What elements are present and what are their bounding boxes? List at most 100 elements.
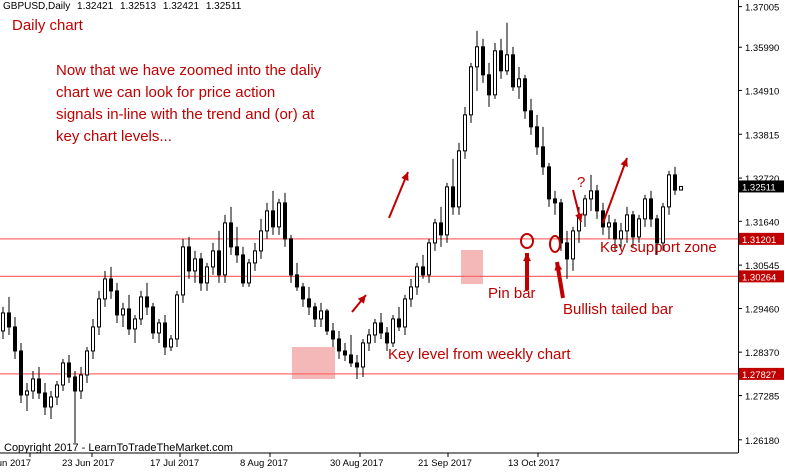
candle-body-bear — [163, 322, 167, 348]
candle-body-bear — [565, 242, 569, 260]
x-tick-label: 13 Oct 2017 — [508, 458, 560, 469]
candle-body-bear — [553, 198, 557, 204]
candle-body-bear — [673, 174, 677, 191]
candle-body-bear — [217, 250, 221, 276]
y-tick-label: 1.31640 — [745, 217, 779, 228]
highlight-box-pinbar — [461, 250, 483, 284]
candle-body-bear — [631, 214, 635, 238]
bullish-bar-arrow-head — [554, 262, 563, 271]
candle-body-bull — [61, 362, 65, 386]
candle-body-bull — [139, 296, 143, 320]
candle-body-bear — [613, 222, 617, 240]
y-tick-label: 1.32720 — [745, 174, 779, 185]
x-tick-label: 23 Jun 2017 — [62, 458, 114, 469]
candle-body-bear — [649, 198, 653, 220]
candle-body-bull — [475, 46, 479, 68]
candle-body-bear — [451, 186, 455, 208]
x-tick-label: 8 Aug 2017 — [240, 458, 288, 469]
x-tick-label: 21 Sep 2017 — [418, 458, 472, 469]
candle-body-bear — [397, 318, 401, 328]
candle-body-bull — [409, 286, 413, 300]
candle-body-bull — [637, 218, 641, 238]
down-arrow-head — [575, 213, 583, 222]
candle-body-bull — [79, 374, 83, 392]
candle-body-bull — [277, 202, 281, 228]
candle-body-bear — [355, 362, 359, 368]
candle-body-bear — [349, 354, 353, 364]
candle-body-bear — [439, 222, 443, 236]
x-tick-label: 30 Aug 2017 — [330, 458, 383, 469]
candle-body-bull — [97, 298, 101, 328]
candle-body-bear — [145, 296, 149, 308]
candle-body-bull — [607, 222, 611, 228]
candle-body-bull — [211, 250, 215, 268]
candle-body-bear — [271, 210, 275, 228]
y-tick-label: 1.29460 — [745, 305, 779, 316]
level-price-tag — [739, 270, 784, 283]
candle-body-bear — [43, 392, 47, 408]
candle-body-bull — [85, 350, 89, 376]
candle-body-bear — [535, 126, 539, 148]
annotation-weekly-level: Key level from weekly chart — [388, 346, 571, 363]
ohlc-close: 1.32511 — [205, 1, 242, 12]
candle-body-bear — [421, 266, 425, 276]
candle-body-bull — [1, 312, 5, 332]
candle-body-bull — [469, 66, 473, 116]
y-tick-label: 1.37005 — [745, 3, 779, 14]
candle-body-bull — [643, 198, 647, 220]
trend-arrow-2-head — [401, 172, 409, 181]
candle-body-bull — [193, 258, 197, 272]
candle-body-bull — [367, 334, 371, 344]
y-tick-label: 1.35990 — [745, 43, 779, 54]
x-tick-label: Jun 2017 — [0, 458, 31, 469]
annotation-question-mark: ? — [577, 174, 586, 191]
candle-body-bear — [19, 350, 23, 396]
candle-body-bull — [157, 322, 161, 334]
candle-body-bull — [427, 242, 431, 276]
candle-body-bear — [313, 306, 317, 320]
candle-body-bull — [49, 396, 53, 408]
candle-body-bull — [181, 246, 185, 296]
candle-body-bear — [343, 350, 347, 356]
candle-body-bull — [121, 308, 125, 316]
candle-body-bull — [433, 222, 437, 244]
candle-body-bull — [661, 206, 665, 244]
level-price-label: 1.30264 — [742, 272, 776, 283]
candle-body-bear — [13, 326, 17, 352]
pin-bar-circle — [520, 233, 534, 249]
chart-header: GBPUSD,Daily 1.32421 1.32513 1.32421 1.3… — [3, 1, 245, 12]
y-tick-label: 1.33815 — [745, 130, 779, 141]
candle-body-bear — [301, 286, 305, 300]
x-tick-label: 17 Jul 2017 — [150, 458, 199, 469]
annotation-title: Daily chart — [12, 17, 83, 34]
candle-body-bear — [529, 110, 533, 128]
annotation-support-zone: Key support zone — [600, 239, 717, 256]
trend-arrow-3-head — [620, 158, 628, 167]
candle-body-bear — [487, 74, 491, 96]
trend-arrow-2 — [388, 171, 409, 219]
candle-body-bear — [337, 338, 341, 352]
candle-body-bull — [25, 390, 29, 396]
candle-body-bear — [499, 50, 503, 72]
pin-bar-arrow-head — [523, 253, 531, 262]
candle-body-bull — [223, 222, 227, 276]
symbol-timeframe: GBPUSD,Daily — [3, 1, 71, 12]
y-tick-label: 1.34910 — [745, 86, 779, 97]
candle-body-bear — [655, 218, 659, 244]
candle-body-bear — [379, 322, 383, 334]
candle-body-bear — [307, 298, 311, 308]
candle-body-bear — [199, 258, 203, 284]
candle-body-bull — [589, 190, 593, 200]
candle-body-bull — [619, 230, 623, 240]
candle-body-bear — [283, 202, 287, 240]
candle-body-bear — [523, 78, 527, 112]
candle-body-bear — [109, 278, 113, 292]
candle-body-bull — [415, 266, 419, 288]
candle-body-bear — [595, 190, 599, 212]
candle-body-bear — [385, 332, 389, 344]
ohlc-low: 1.32421 — [162, 1, 200, 12]
y-tick-label: 1.26180 — [745, 436, 779, 447]
candle-body-bull — [55, 384, 59, 398]
